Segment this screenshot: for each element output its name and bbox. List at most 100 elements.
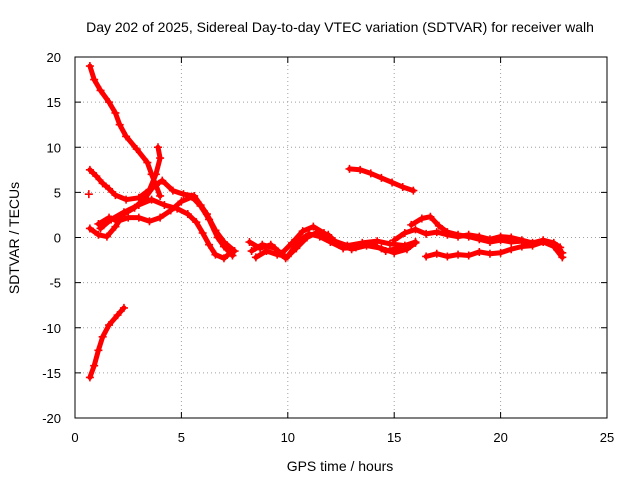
data-point bbox=[339, 244, 348, 253]
data-point bbox=[398, 182, 407, 191]
data-point bbox=[388, 178, 397, 187]
data-point bbox=[373, 237, 382, 246]
data-point bbox=[145, 217, 154, 226]
y-tick-label: -5 bbox=[49, 276, 61, 291]
data-point bbox=[485, 249, 494, 258]
data-point bbox=[158, 176, 167, 185]
data-point bbox=[211, 250, 220, 259]
data-point bbox=[283, 252, 292, 261]
data-point bbox=[205, 240, 214, 249]
data-point bbox=[422, 229, 431, 238]
data-point bbox=[262, 247, 271, 256]
y-tick-label: -10 bbox=[42, 321, 61, 336]
data-point bbox=[98, 332, 107, 341]
data-point bbox=[366, 239, 375, 248]
data-point bbox=[134, 201, 143, 210]
chart-title: Day 202 of 2025, Sidereal Day-to-day VTE… bbox=[86, 19, 594, 35]
data-point bbox=[143, 158, 152, 167]
series-line bbox=[87, 63, 163, 199]
data-point bbox=[149, 182, 158, 191]
data-point bbox=[539, 238, 548, 247]
data-point bbox=[94, 219, 103, 228]
series-line bbox=[87, 305, 127, 380]
data-point bbox=[324, 230, 333, 239]
data-point bbox=[496, 236, 505, 245]
data-point bbox=[228, 247, 237, 256]
data-point bbox=[507, 245, 516, 254]
data-point bbox=[507, 238, 516, 247]
data-point bbox=[85, 224, 94, 233]
data-point bbox=[366, 169, 375, 178]
data-point bbox=[147, 195, 156, 204]
y-tick-label: 10 bbox=[47, 140, 61, 155]
data-point bbox=[85, 165, 94, 174]
data-point bbox=[94, 346, 103, 355]
series-track-9 bbox=[251, 229, 403, 262]
data-point bbox=[153, 143, 162, 152]
data-point bbox=[151, 170, 160, 179]
y-tick-label: 15 bbox=[47, 95, 61, 110]
data-point bbox=[113, 311, 122, 320]
data-point bbox=[192, 218, 201, 227]
data-point bbox=[432, 249, 441, 258]
data-point bbox=[464, 251, 473, 260]
y-tick-label: -20 bbox=[42, 411, 61, 426]
data-point bbox=[247, 247, 256, 256]
data-point bbox=[85, 373, 94, 382]
data-point bbox=[411, 225, 420, 234]
data-point bbox=[385, 239, 394, 248]
y-tick-label: 0 bbox=[54, 231, 61, 246]
data-point bbox=[105, 321, 114, 330]
data-point bbox=[213, 233, 222, 242]
data-point bbox=[156, 191, 165, 200]
data-point bbox=[198, 228, 207, 237]
y-tick-label: 20 bbox=[47, 50, 61, 65]
series-track-1 bbox=[85, 62, 165, 200]
data-point bbox=[409, 186, 418, 195]
series-line bbox=[423, 239, 565, 260]
data-point bbox=[111, 222, 120, 231]
data-point bbox=[315, 232, 324, 241]
data-point bbox=[90, 361, 99, 370]
data-point bbox=[168, 186, 177, 195]
data-point bbox=[411, 238, 420, 247]
data-point bbox=[134, 213, 143, 222]
data-point bbox=[273, 250, 282, 259]
data-point bbox=[402, 245, 411, 254]
data-point bbox=[434, 221, 443, 230]
data-point bbox=[258, 240, 267, 249]
data-point bbox=[122, 195, 131, 204]
data-point bbox=[115, 120, 124, 129]
data-point bbox=[173, 204, 182, 213]
data-point bbox=[156, 213, 165, 222]
data-point bbox=[98, 179, 107, 188]
data-series bbox=[84, 62, 567, 382]
data-point bbox=[356, 165, 365, 174]
data-point bbox=[475, 235, 484, 244]
data-point bbox=[245, 238, 254, 247]
data-point bbox=[96, 86, 105, 95]
y-axis-label: SDTVAR / TECUs bbox=[6, 182, 22, 294]
data-point bbox=[92, 172, 101, 181]
data-point bbox=[549, 242, 558, 251]
data-point bbox=[432, 228, 441, 237]
grid bbox=[75, 57, 607, 418]
data-point bbox=[96, 224, 105, 233]
data-point bbox=[305, 229, 314, 238]
data-point bbox=[85, 62, 94, 71]
series-track-10 bbox=[345, 164, 418, 195]
x-tick-label: 0 bbox=[71, 430, 78, 445]
data-point bbox=[122, 132, 131, 141]
data-point bbox=[111, 191, 120, 200]
x-tick-label: 10 bbox=[281, 430, 295, 445]
data-point bbox=[219, 254, 228, 263]
data-point bbox=[351, 243, 360, 252]
data-point bbox=[119, 303, 128, 312]
data-point bbox=[417, 214, 426, 223]
x-tick-label: 15 bbox=[387, 430, 401, 445]
data-point bbox=[443, 228, 452, 237]
data-point bbox=[422, 252, 431, 261]
data-point bbox=[119, 208, 128, 217]
data-point bbox=[90, 75, 99, 84]
data-point bbox=[326, 238, 335, 247]
